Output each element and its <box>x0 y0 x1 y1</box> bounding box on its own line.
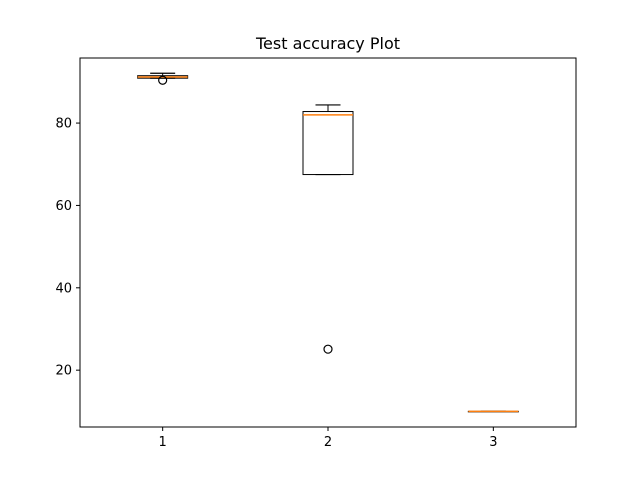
y-tick-label: 20 <box>55 364 72 379</box>
chart-title: Test accuracy Plot <box>255 34 400 53</box>
plot-area <box>80 58 576 427</box>
flier-point <box>158 75 168 85</box>
y-tick-label: 60 <box>55 199 72 214</box>
marks-layer <box>137 72 519 413</box>
x-tick-label: 2 <box>324 435 332 450</box>
x-tick-label: 1 <box>159 435 167 450</box>
flier-point <box>323 344 333 354</box>
box-2 <box>302 104 354 354</box>
box-3 <box>467 410 519 413</box>
y-tick-label: 80 <box>55 117 72 132</box>
box-1 <box>137 72 189 85</box>
plot-frame <box>79 57 577 428</box>
y-tick-label: 40 <box>55 281 72 296</box>
x-tick-label: 3 <box>489 435 497 450</box>
axes-layer: 1 2 3 20 40 60 80 <box>55 117 497 450</box>
box-body <box>302 111 354 176</box>
